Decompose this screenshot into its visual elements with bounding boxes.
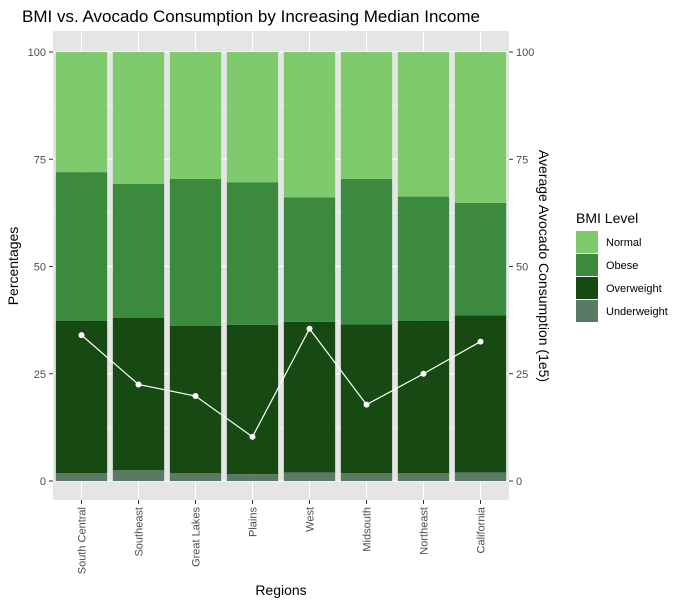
legend-title: BMI Level [576, 210, 638, 226]
bar-obese [397, 196, 450, 321]
bar-overweight [340, 324, 393, 474]
legend-label-obese: Obese [606, 260, 638, 272]
bar-underweight [340, 473, 393, 481]
bar-normal [454, 52, 507, 204]
legend-swatch-normal [576, 231, 598, 253]
bar-normal [397, 52, 450, 197]
avocado-point [249, 433, 256, 440]
y-axis-left: 0 25 50 75 100 [28, 47, 53, 488]
y2-tick-label: 25 [516, 369, 528, 381]
bar-normal [340, 52, 393, 179]
bar-underweight [283, 472, 336, 481]
legend-label-normal: Normal [606, 237, 641, 249]
y2-tick-label: 75 [516, 154, 528, 166]
y2-tick-label: 50 [516, 262, 528, 274]
x-tick-label: Great Lakes [191, 507, 203, 567]
legend: BMI Level Normal Obese Overweight Underweig… [576, 210, 668, 322]
bar-overweight [397, 320, 450, 474]
x-tick-label: Northeast [419, 507, 431, 555]
x-axis: South Central Southeast Great Lakes Plains W… [77, 500, 488, 574]
x-tick-label: South Central [77, 507, 89, 574]
avocado-line-path [81, 327, 481, 438]
legend-swatch-obese [576, 254, 598, 276]
legend-swatch-overweight [576, 277, 598, 299]
chart-title: BMI vs. Avocado Consumption by Increasin… [22, 7, 480, 26]
y2-axis-title: Average Avocado Consumption (1e5) [536, 150, 552, 382]
x-tick-label: Southeast [134, 507, 146, 557]
avocado-point [306, 325, 313, 332]
avocado-point [363, 401, 370, 408]
y-axis-title: Percentages [5, 227, 21, 306]
y-tick-label: 75 [34, 154, 46, 166]
bars [55, 52, 507, 481]
bar-obese [169, 178, 222, 326]
legend-swatch-underweight [576, 300, 598, 322]
x-tick-label: California [476, 506, 488, 553]
y2-tick-label: 0 [516, 476, 522, 488]
bar-obese [454, 203, 507, 316]
bar-underweight [397, 473, 450, 481]
x-axis-title: Regions [255, 582, 306, 598]
y2-tick-label: 100 [516, 47, 534, 59]
y-tick-label: 25 [34, 369, 46, 381]
bar-normal [226, 52, 279, 183]
avocado-point [420, 370, 427, 377]
y-tick-label: 50 [34, 262, 46, 274]
bar-normal [283, 52, 336, 198]
bar-obese [283, 197, 336, 322]
x-tick-label: Plains [248, 507, 260, 537]
bar-normal [55, 52, 108, 173]
bar-normal [112, 52, 165, 184]
bar-normal [169, 52, 222, 179]
y-tick-label: 100 [28, 47, 46, 59]
legend-label-overweight: Overweight [606, 283, 662, 295]
bar-obese [112, 183, 165, 318]
y-tick-label: 0 [40, 476, 46, 488]
bar-overweight [283, 321, 336, 473]
avocado-line [78, 325, 484, 440]
bar-overweight [169, 325, 222, 474]
legend-label-underweight: Underweight [606, 306, 668, 318]
avocado-point [135, 381, 142, 388]
bar-underweight [454, 472, 507, 481]
bar-obese [340, 178, 393, 325]
bar-overweight [226, 324, 279, 475]
avocado-point [78, 332, 85, 339]
avocado-point [477, 338, 484, 345]
x-tick-label: Midsouth [362, 507, 374, 552]
bar-obese [226, 182, 279, 325]
bar-obese [55, 172, 108, 321]
avocado-point [192, 393, 199, 400]
x-tick-label: West [305, 507, 317, 532]
bar-underweight [55, 473, 108, 481]
bar-overweight [112, 317, 165, 471]
bar-underweight [226, 474, 279, 481]
bar-overweight [55, 320, 108, 474]
bar-underweight [169, 473, 222, 481]
y-axis-right: 0 25 50 75 100 [509, 47, 534, 488]
bar-underweight [112, 470, 165, 481]
